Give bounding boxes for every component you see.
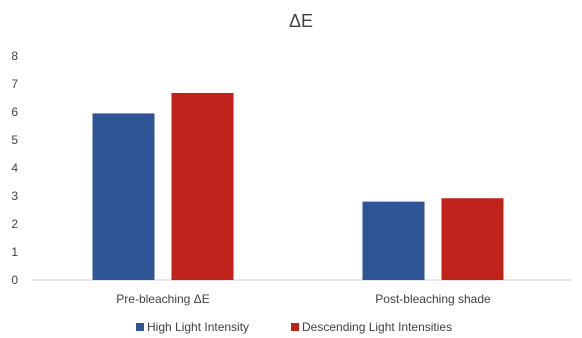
y-axis-ticks: 0 1 2 3 4 5 6 7 8 — [11, 49, 18, 287]
legend-swatch — [136, 323, 144, 331]
bar-descending-light-intensities — [441, 198, 504, 280]
bars-group — [92, 92, 504, 281]
y-tick-label: 5 — [11, 133, 18, 147]
y-tick-label: 6 — [11, 105, 18, 119]
bar-descending-light-intensities — [171, 92, 234, 281]
y-tick-label: 4 — [11, 161, 18, 175]
y-tick-label: 3 — [11, 189, 18, 203]
legend-swatch — [291, 323, 299, 331]
chart-title: ΔE — [289, 11, 313, 31]
legend-label: Descending Light Intensities — [302, 320, 452, 334]
y-tick-label: 2 — [11, 217, 18, 231]
y-tick-label: 1 — [11, 245, 18, 259]
y-tick-label: 7 — [11, 77, 18, 91]
category-label: Pre-bleaching ΔE — [116, 292, 209, 306]
category-labels: Pre-bleaching ΔE Post-bleaching shade — [116, 292, 491, 306]
bar-high-light-intensity — [92, 113, 155, 281]
bar-high-light-intensity — [362, 201, 425, 280]
legend: High Light Intensity Descending Light Int… — [136, 320, 452, 334]
category-label: Post-bleaching shade — [375, 292, 491, 306]
y-tick-label: 0 — [11, 273, 18, 287]
y-tick-label: 8 — [11, 49, 18, 63]
legend-label: High Light Intensity — [147, 320, 249, 334]
